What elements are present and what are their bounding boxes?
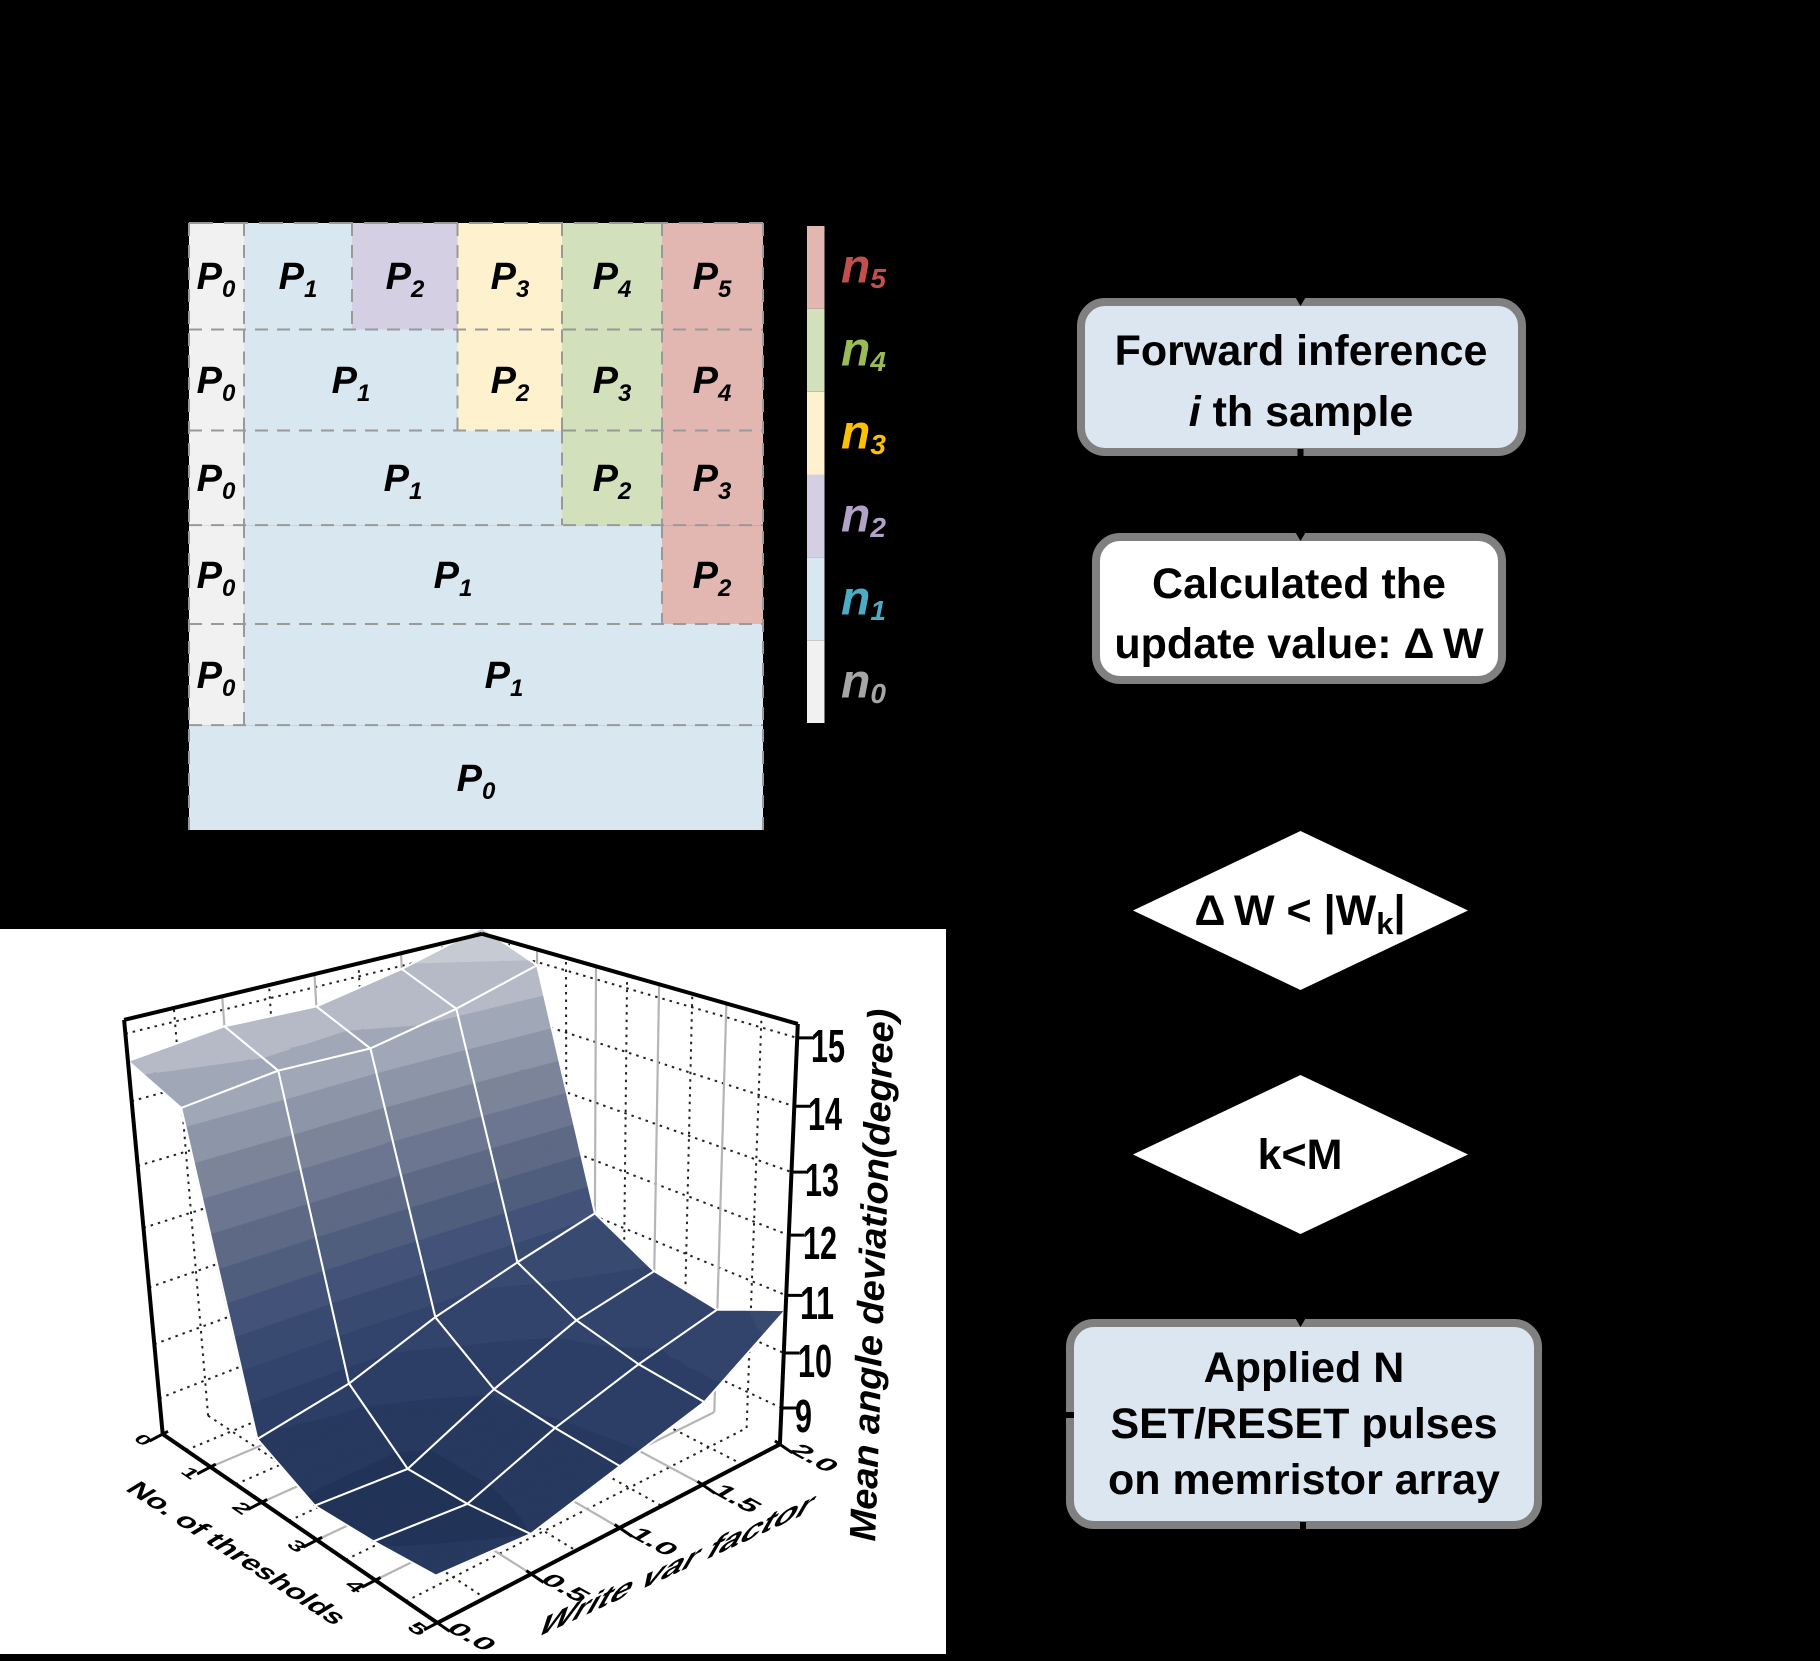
svg-text:SET/RESET pulses: SET/RESET pulses (1110, 1400, 1497, 1448)
svg-text:14: 14 (808, 1088, 842, 1140)
svg-text:P0: P0 (197, 360, 236, 407)
svg-text:n3: n3 (841, 407, 886, 460)
svg-text:11: 11 (800, 1277, 834, 1329)
svg-text:Calculated the: Calculated the (1152, 560, 1446, 608)
svg-text:10: 10 (798, 1335, 832, 1387)
svg-text:i th sample: i th sample (1189, 388, 1414, 436)
svg-text:P1: P1 (384, 458, 423, 505)
svg-text:update value: Δ W: update value: Δ W (1114, 620, 1484, 668)
svg-text:on memristor array: on memristor array (1108, 1456, 1500, 1504)
svg-text:13: 13 (805, 1154, 839, 1206)
svg-text:12: 12 (803, 1217, 837, 1269)
svg-text:Applied N: Applied N (1204, 1344, 1405, 1392)
svg-text:Forward inference: Forward inference (1115, 327, 1488, 375)
svg-text:9: 9 (795, 1390, 812, 1442)
svg-text:15: 15 (811, 1020, 845, 1072)
svg-text:k<M: k<M (1258, 1131, 1343, 1179)
svg-text:P3: P3 (491, 256, 530, 303)
svg-text:Δ W < |Wk|: Δ W < |Wk| (1194, 887, 1405, 941)
svg-text:P0: P0 (197, 458, 236, 505)
